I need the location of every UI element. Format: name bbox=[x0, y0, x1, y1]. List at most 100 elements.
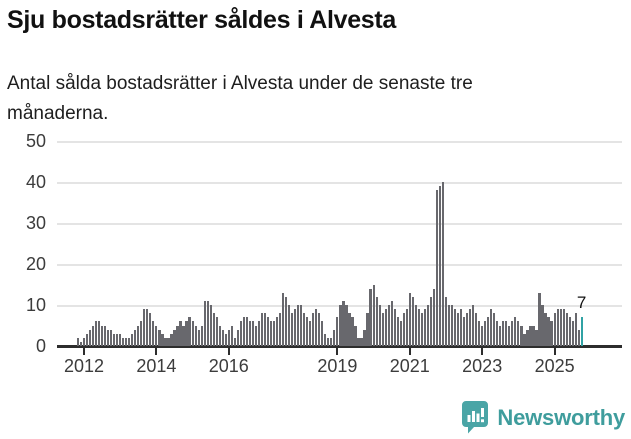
bar bbox=[224, 333, 227, 346]
bar bbox=[230, 325, 233, 346]
bar bbox=[577, 329, 580, 346]
bar bbox=[517, 321, 520, 346]
bar bbox=[447, 305, 451, 346]
bar bbox=[200, 325, 203, 346]
y-tick-label: 40 bbox=[25, 172, 46, 192]
bar bbox=[122, 337, 125, 346]
bar bbox=[227, 329, 230, 346]
chart-subtitle-line-2: månaderna. bbox=[7, 103, 109, 124]
gridline bbox=[57, 223, 622, 225]
bar bbox=[463, 317, 466, 346]
bar bbox=[360, 337, 363, 346]
bar bbox=[481, 325, 484, 346]
bar bbox=[381, 313, 384, 346]
bar bbox=[197, 329, 200, 346]
bar bbox=[354, 325, 357, 346]
bar bbox=[119, 333, 122, 346]
bar bbox=[553, 313, 556, 346]
bar bbox=[209, 305, 212, 346]
bar bbox=[257, 321, 261, 346]
gridline bbox=[57, 182, 622, 184]
bar bbox=[393, 309, 396, 346]
bar bbox=[146, 309, 149, 346]
bar bbox=[493, 313, 496, 346]
bar bbox=[167, 337, 170, 346]
bar bbox=[110, 329, 113, 346]
bar bbox=[315, 309, 318, 346]
bar bbox=[288, 305, 291, 346]
x-tick bbox=[227, 348, 230, 355]
bar bbox=[79, 341, 83, 346]
y-tick-label: 0 bbox=[35, 336, 46, 356]
bar bbox=[107, 329, 110, 346]
y-tick-label: 10 bbox=[25, 295, 46, 315]
bar bbox=[435, 190, 439, 346]
x-tick-label: 2021 bbox=[389, 356, 430, 376]
bar bbox=[348, 313, 351, 346]
bar bbox=[420, 313, 423, 346]
bar bbox=[411, 296, 414, 346]
bar bbox=[508, 325, 511, 346]
x-tick bbox=[336, 348, 339, 355]
x-tick bbox=[155, 348, 158, 355]
bar bbox=[333, 329, 336, 346]
bar bbox=[496, 321, 499, 346]
bar bbox=[472, 305, 475, 346]
bar bbox=[544, 313, 547, 346]
bar bbox=[396, 317, 399, 346]
bar bbox=[297, 305, 300, 346]
bar bbox=[218, 325, 221, 346]
bar bbox=[97, 321, 101, 346]
bar bbox=[85, 333, 89, 346]
bar bbox=[203, 300, 206, 346]
bar bbox=[342, 300, 345, 346]
bar bbox=[164, 337, 167, 346]
bar bbox=[375, 296, 378, 346]
bar bbox=[137, 325, 140, 346]
chart-speech-bubble-icon bbox=[461, 400, 489, 435]
bar bbox=[456, 313, 460, 346]
bar bbox=[128, 337, 131, 346]
bar bbox=[91, 325, 95, 346]
bar bbox=[206, 300, 209, 346]
bar bbox=[134, 329, 137, 346]
bar bbox=[245, 317, 248, 346]
bar bbox=[399, 321, 402, 346]
last-value-label: 7 bbox=[576, 293, 587, 313]
bar bbox=[324, 333, 327, 346]
y-tick-label: 30 bbox=[25, 213, 46, 233]
bar bbox=[408, 292, 411, 346]
bar bbox=[459, 309, 463, 346]
bar bbox=[116, 333, 119, 346]
bar bbox=[248, 321, 251, 346]
bar bbox=[161, 333, 164, 346]
bar bbox=[550, 321, 553, 346]
bar bbox=[300, 305, 303, 346]
bar bbox=[104, 325, 107, 346]
bar bbox=[285, 296, 288, 346]
bar bbox=[191, 321, 194, 346]
bar bbox=[345, 305, 348, 346]
x-tick-label: 2025 bbox=[534, 356, 575, 376]
bar bbox=[423, 309, 426, 346]
bar bbox=[520, 325, 523, 346]
bar bbox=[565, 313, 568, 346]
bar bbox=[306, 317, 309, 346]
bar bbox=[475, 313, 478, 346]
chart-subtitle: Antal sålda bostadsrätter i Alvesta unde… bbox=[7, 69, 473, 129]
x-tick bbox=[408, 348, 411, 355]
bar bbox=[547, 317, 550, 346]
bar bbox=[152, 321, 155, 346]
bar bbox=[453, 309, 457, 346]
bar bbox=[366, 313, 369, 346]
bar bbox=[426, 305, 429, 346]
bar bbox=[149, 313, 152, 346]
bar bbox=[438, 186, 442, 346]
bar bbox=[450, 305, 454, 346]
bar bbox=[523, 333, 526, 346]
newsworthy-logo[interactable]: Newsworthy bbox=[461, 400, 625, 435]
x-tick-label: 2014 bbox=[136, 356, 177, 376]
bar bbox=[414, 305, 417, 346]
x-axis-line bbox=[57, 345, 622, 348]
